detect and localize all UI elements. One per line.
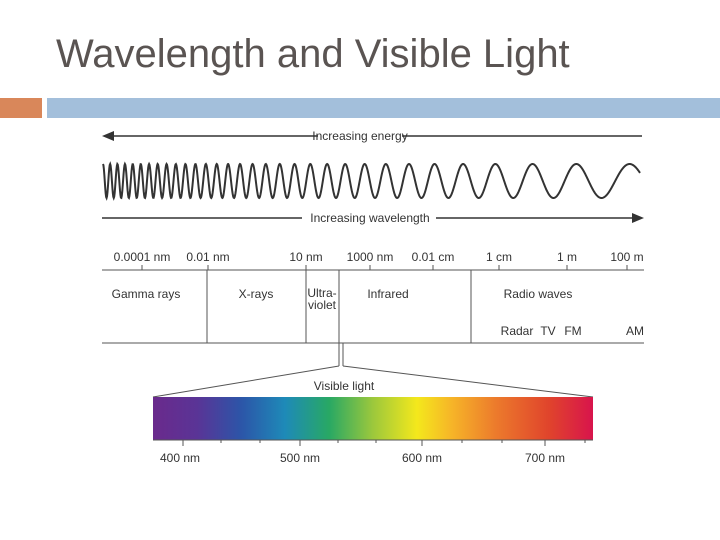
radio-band-label: FM [564,324,581,338]
visible-spectrum-band [153,397,593,440]
visible-tick-labels: 400 nm 500 nm 600 nm 700 nm [160,451,565,465]
wavelength-arrow: Increasing wavelength [102,211,644,225]
visible-ticks [153,439,593,446]
scale-label: 1 cm [486,250,512,264]
radio-band-label: TV [540,324,555,338]
visible-zoom-lines [152,343,594,398]
scale-labels: 0.0001 nm 0.01 nm 10 nm 1000 nm 0.01 cm … [114,250,644,264]
visible-tick-label: 600 nm [402,451,442,465]
region-uv-label-line2: violet [308,298,337,312]
visible-tick-label: 700 nm [525,451,565,465]
region-infrared-label: Infrared [367,287,408,301]
wavelength-arrow-label: Increasing wavelength [310,211,429,225]
visible-tick-label: 400 nm [160,451,200,465]
energy-arrow: Increasing energy [102,129,642,143]
accent-bar-orange [0,98,42,118]
scale-label: 0.0001 nm [114,250,171,264]
scale-axis [102,265,644,344]
wave-curve [102,161,641,201]
scale-label: 1 m [557,250,577,264]
visible-tick-label: 500 nm [280,451,320,465]
visible-light-label: Visible light [314,379,375,393]
scale-label: 100 m [610,250,643,264]
scale-label: 10 nm [289,250,322,264]
radio-band-label: Radar [501,324,534,338]
radio-band-label: AM [626,324,644,338]
energy-arrow-label: Increasing energy [312,129,407,143]
region-xrays-label: X-rays [239,287,274,301]
region-uv-label-line1: Ultra- [307,286,336,300]
region-radio-label: Radio waves [504,287,573,301]
scale-label: 1000 nm [347,250,394,264]
slide-title: Wavelength and Visible Light [56,32,570,76]
scale-label: 0.01 cm [412,250,455,264]
scale-label: 0.01 nm [186,250,229,264]
region-gamma-label: Gamma rays [112,287,181,301]
accent-bar-blue [47,98,720,118]
region-labels: Gamma rays X-rays Ultra- violet Infrared… [112,286,644,338]
